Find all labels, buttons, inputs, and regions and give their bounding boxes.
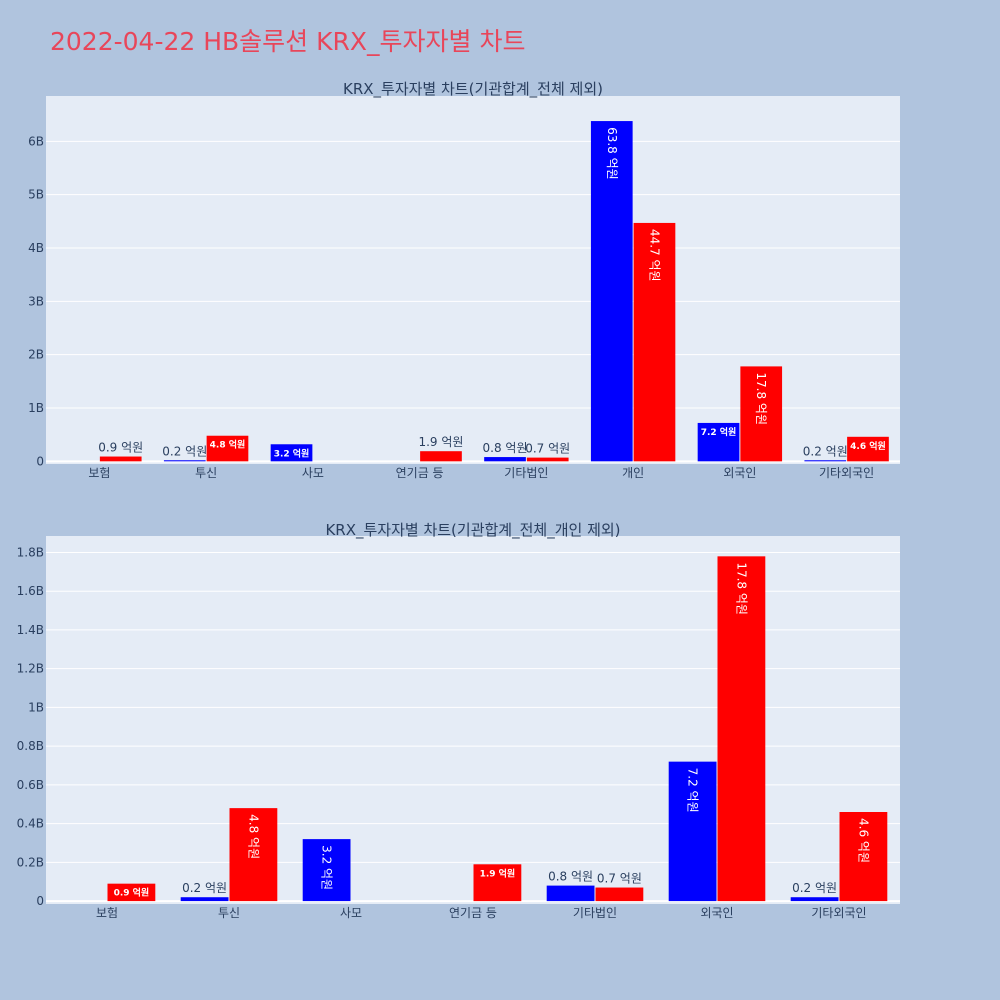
data-label: 44.7 억원: [647, 229, 661, 282]
y-tick-label: 3B: [28, 294, 44, 308]
x-tick-label: 연기금 등: [396, 466, 444, 480]
data-label: 3.2 억원: [274, 447, 310, 459]
data-label: 0.2 억원: [792, 881, 837, 895]
bar: [484, 457, 526, 462]
x-tick-label: 기타외국인: [811, 906, 866, 920]
y-tick-label: 0: [36, 894, 44, 908]
y-tick-label: 1B: [28, 700, 44, 714]
x-tick-label: 외국인: [700, 906, 733, 920]
bar: [633, 222, 676, 462]
bar: [99, 456, 142, 462]
y-tick-label: 1.4B: [17, 623, 44, 637]
data-label: 0.2 억원: [182, 881, 227, 895]
bar: [847, 436, 889, 462]
bar: [163, 460, 206, 462]
data-label: 0.9 억원: [114, 887, 150, 899]
bar: [420, 451, 462, 462]
bar: [717, 556, 766, 902]
y-tick-label: 1B: [28, 401, 44, 415]
data-label: 1.9 억원: [418, 435, 463, 449]
bar: [107, 883, 156, 902]
data-label: 0.8 억원: [483, 441, 528, 455]
y-tick-label: 0.4B: [17, 817, 44, 831]
y-tick-label: 0.6B: [17, 778, 44, 792]
data-label: 3.2 억원: [320, 845, 334, 890]
x-tick-label: 투신: [218, 906, 240, 920]
chart-2: 0 0.2B 0.4B 0.6B 0.8B 1B 1.2B 1.4B 1.6B 1.8B KRX_투…: [17, 521, 900, 920]
x-tick-label: 보험: [88, 466, 110, 480]
y-tick-label: 6B: [28, 134, 44, 148]
data-label: 0.7 억원: [525, 442, 570, 456]
data-label: 4.8 억원: [246, 814, 260, 859]
chart-title: KRX_투자자별 차트(기관합계_전체_개인 제외): [325, 521, 620, 540]
y-tick-label: 1.6B: [17, 584, 44, 598]
bar: [302, 839, 351, 902]
bar: [270, 444, 313, 462]
x-tick-label: 사모: [302, 466, 324, 480]
data-label: 17.8 억원: [734, 562, 748, 615]
x-tick-label: 보험: [96, 906, 118, 920]
data-label: 1.9 억원: [480, 867, 516, 879]
x-tick-label: 외국인: [723, 466, 756, 480]
x-tick-label: 기타법인: [573, 906, 617, 920]
data-label: 7.2 억원: [701, 426, 737, 438]
bar: [590, 121, 633, 462]
bar: [206, 435, 249, 462]
data-label: 17.8 억원: [754, 372, 768, 425]
y-tick-label: 1.8B: [17, 545, 44, 559]
bar: [790, 897, 839, 902]
y-tick-label: 2B: [28, 348, 44, 362]
bar: [740, 366, 783, 462]
y-tick-label: 0.2B: [17, 855, 44, 869]
bar: [697, 422, 740, 462]
data-label: 0.8 억원: [548, 870, 593, 884]
y-tick-label: 1.2B: [17, 662, 44, 676]
data-label: 4.6 억원: [850, 440, 886, 452]
bar: [473, 864, 522, 902]
page-title: 2022-04-22 HB솔루션 KRX_투자자별 차트: [50, 27, 526, 56]
data-label: 63.8 억원: [605, 127, 619, 180]
bar: [595, 887, 644, 902]
bar: [180, 897, 229, 902]
data-label: 0.7 억원: [597, 872, 642, 886]
data-label: 4.6 억원: [856, 818, 870, 863]
x-tick-label: 개인: [622, 466, 644, 480]
x-tick-label: 투신: [195, 466, 217, 480]
data-label: 7.2 억원: [686, 768, 700, 813]
data-label: 4.8 억원: [210, 439, 246, 451]
x-tick-label: 기타외국인: [819, 466, 874, 480]
x-tick-label: 연기금 등: [449, 906, 497, 920]
chart-1: 0 1B 2B 3B 4B 5B 6B KRX_투자자별 차트(기관합계_전체 제외) 보험 0.…: [28, 80, 900, 480]
bar: [804, 460, 847, 462]
data-label: 0.2 억원: [803, 444, 848, 458]
y-tick-label: 4B: [28, 241, 44, 255]
chart-title: KRX_투자자별 차트(기관합계_전체 제외): [343, 80, 603, 99]
y-tick-label: 0.8B: [17, 739, 44, 753]
data-label: 0.2 억원: [162, 444, 207, 458]
bar: [839, 812, 888, 902]
data-label: 0.9 억원: [98, 441, 143, 455]
bar: [526, 457, 569, 462]
y-tick-label: 0: [36, 454, 44, 468]
bar: [668, 761, 717, 902]
bar: [546, 885, 595, 902]
x-tick-label: 기타법인: [504, 466, 548, 480]
bar: [229, 808, 278, 902]
y-tick-label: 5B: [28, 188, 44, 202]
x-tick-label: 사모: [340, 906, 362, 920]
